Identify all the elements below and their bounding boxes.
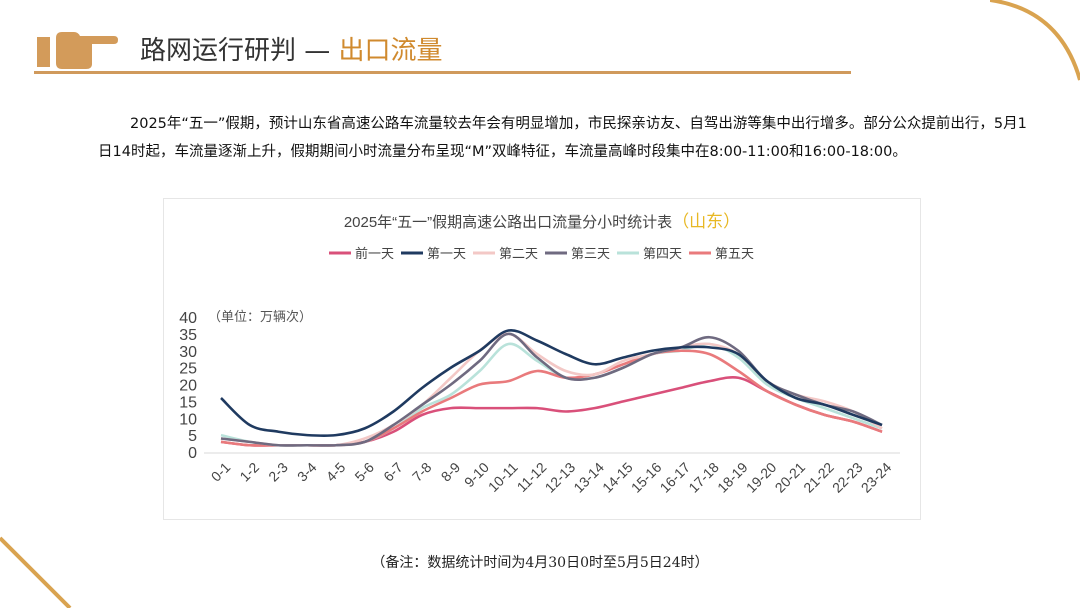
series-line-4 bbox=[220, 332, 883, 447]
legend-label: 第三天 bbox=[571, 246, 610, 261]
x-tick-label: 7-8 bbox=[409, 459, 435, 485]
x-tick-label: 21-22 bbox=[800, 459, 837, 496]
x-tick-label: 13-14 bbox=[570, 459, 607, 496]
x-tick-label: 15-16 bbox=[628, 459, 665, 496]
summary-paragraph: 2025年“五一”假期，预计山东省高速公路车流量较去年会有明显增加，市民探亲访友… bbox=[98, 116, 1027, 160]
chart-container: 2025年“五一”假期高速公路出口流量分小时统计表（山东） 前一天 第一天 第二天 第三… bbox=[163, 198, 921, 520]
x-tick-label: 16-17 bbox=[657, 459, 694, 496]
x-tick-label: 4-5 bbox=[323, 459, 349, 485]
y-tick-label: 5 bbox=[188, 428, 197, 445]
legend-label: 前一天 bbox=[355, 246, 394, 261]
x-tick-label: 20-21 bbox=[772, 459, 809, 496]
decorative-arc-top-right bbox=[990, 0, 1080, 81]
footnote: （备注：数据统计时间为4月30日0时至5月5日24时） bbox=[371, 555, 709, 571]
pointing-hand-icon bbox=[37, 32, 118, 69]
y-tick-label: 20 bbox=[179, 378, 197, 395]
legend-label: 第四天 bbox=[643, 246, 682, 261]
x-tick-label: 14-15 bbox=[599, 459, 636, 496]
x-tick-label: 10-11 bbox=[485, 459, 521, 495]
chart-title-accent: （山东） bbox=[672, 212, 740, 231]
y-tick-label: 15 bbox=[179, 394, 197, 411]
legend-label: 第一天 bbox=[427, 246, 466, 261]
x-tick-label: 0-1 bbox=[208, 459, 234, 485]
series-line-2 bbox=[220, 328, 883, 438]
title-accent: 出口流量 bbox=[338, 36, 443, 66]
y-tick-label: 35 bbox=[179, 327, 197, 344]
header-divider bbox=[34, 71, 851, 74]
y-tick-label: 10 bbox=[179, 411, 197, 428]
page-title: 路网运行研判 — 出口流量 bbox=[140, 30, 443, 67]
x-tick-label: 23-24 bbox=[858, 459, 895, 496]
x-tick-label: 8-9 bbox=[438, 459, 464, 485]
y-tick-label: 40 bbox=[179, 310, 197, 327]
legend-label: 第二天 bbox=[499, 246, 538, 261]
chart-title-main: 2025年“五一”假期高速公路出口流量分小时统计表 bbox=[344, 214, 672, 231]
unit-label: （单位：万辆次） bbox=[208, 309, 312, 324]
x-tick-label: 6-7 bbox=[380, 459, 406, 485]
series-line-5 bbox=[220, 342, 883, 447]
line-chart: 2025年“五一”假期高速公路出口流量分小时统计表（山东） 前一天 第一天 第二天 第三… bbox=[179, 212, 900, 496]
x-tick-label: 17-18 bbox=[685, 459, 722, 496]
x-tick-label: 18-19 bbox=[714, 459, 751, 496]
x-tick-label: 1-2 bbox=[236, 459, 262, 485]
y-tick-label: 30 bbox=[179, 344, 197, 361]
decorative-arc-bottom-left bbox=[0, 536, 72, 608]
legend-label: 第五天 bbox=[715, 246, 754, 261]
x-tick-label: 19-20 bbox=[743, 459, 780, 496]
y-tick-label: 25 bbox=[179, 361, 197, 378]
x-tick-label: 22-23 bbox=[829, 459, 866, 496]
x-tick-label: 11-12 bbox=[514, 459, 550, 495]
x-tick-label: 5-6 bbox=[351, 459, 377, 485]
x-tick-label: 2-3 bbox=[265, 459, 291, 485]
chart-title: 2025年“五一”假期高速公路出口流量分小时统计表（山东） bbox=[344, 212, 740, 231]
x-tick-label: 12-13 bbox=[542, 459, 579, 496]
title-main: 路网运行研判 — bbox=[140, 36, 331, 66]
x-tick-label: 3-4 bbox=[294, 459, 320, 485]
y-tick-label: 0 bbox=[188, 445, 197, 462]
